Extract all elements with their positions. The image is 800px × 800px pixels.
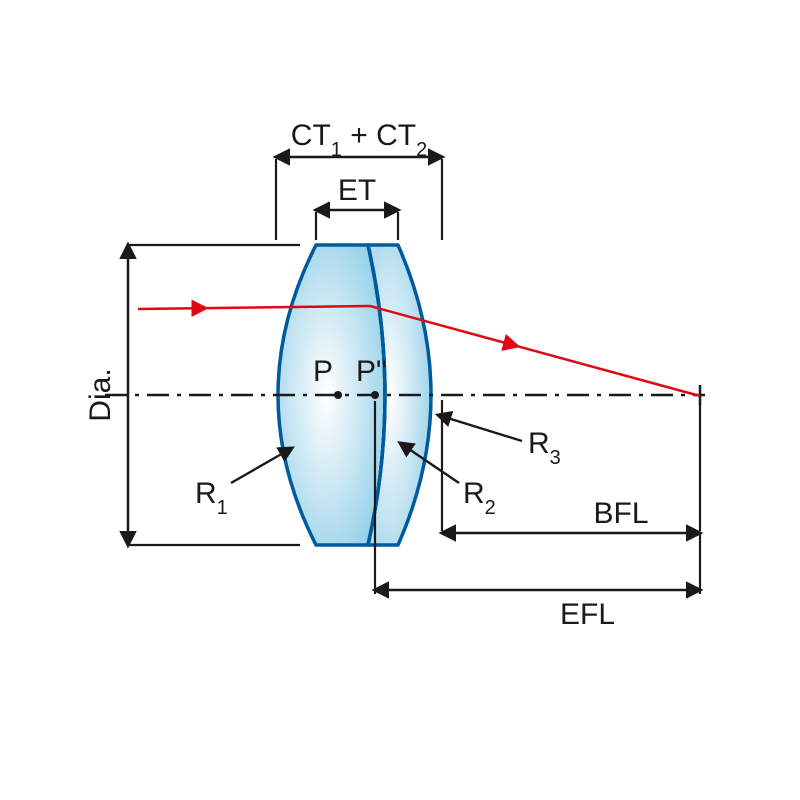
labels: Dia. CT1 + CT2 ET BFL EFL R1 R2 R3 P P" (84, 119, 649, 631)
label-r3: R3 (528, 427, 561, 469)
label-efl: EFL (560, 598, 615, 631)
label-et: ET (338, 174, 376, 207)
label-r2: R2 (463, 477, 496, 519)
label-r1: R1 (195, 477, 228, 519)
label-p2: P" (356, 355, 387, 388)
label-p: P (313, 355, 333, 388)
label-bfl: BFL (593, 497, 648, 530)
label-ct: CT1 + CT2 (291, 119, 427, 161)
label-dia: Dia. (84, 368, 117, 421)
